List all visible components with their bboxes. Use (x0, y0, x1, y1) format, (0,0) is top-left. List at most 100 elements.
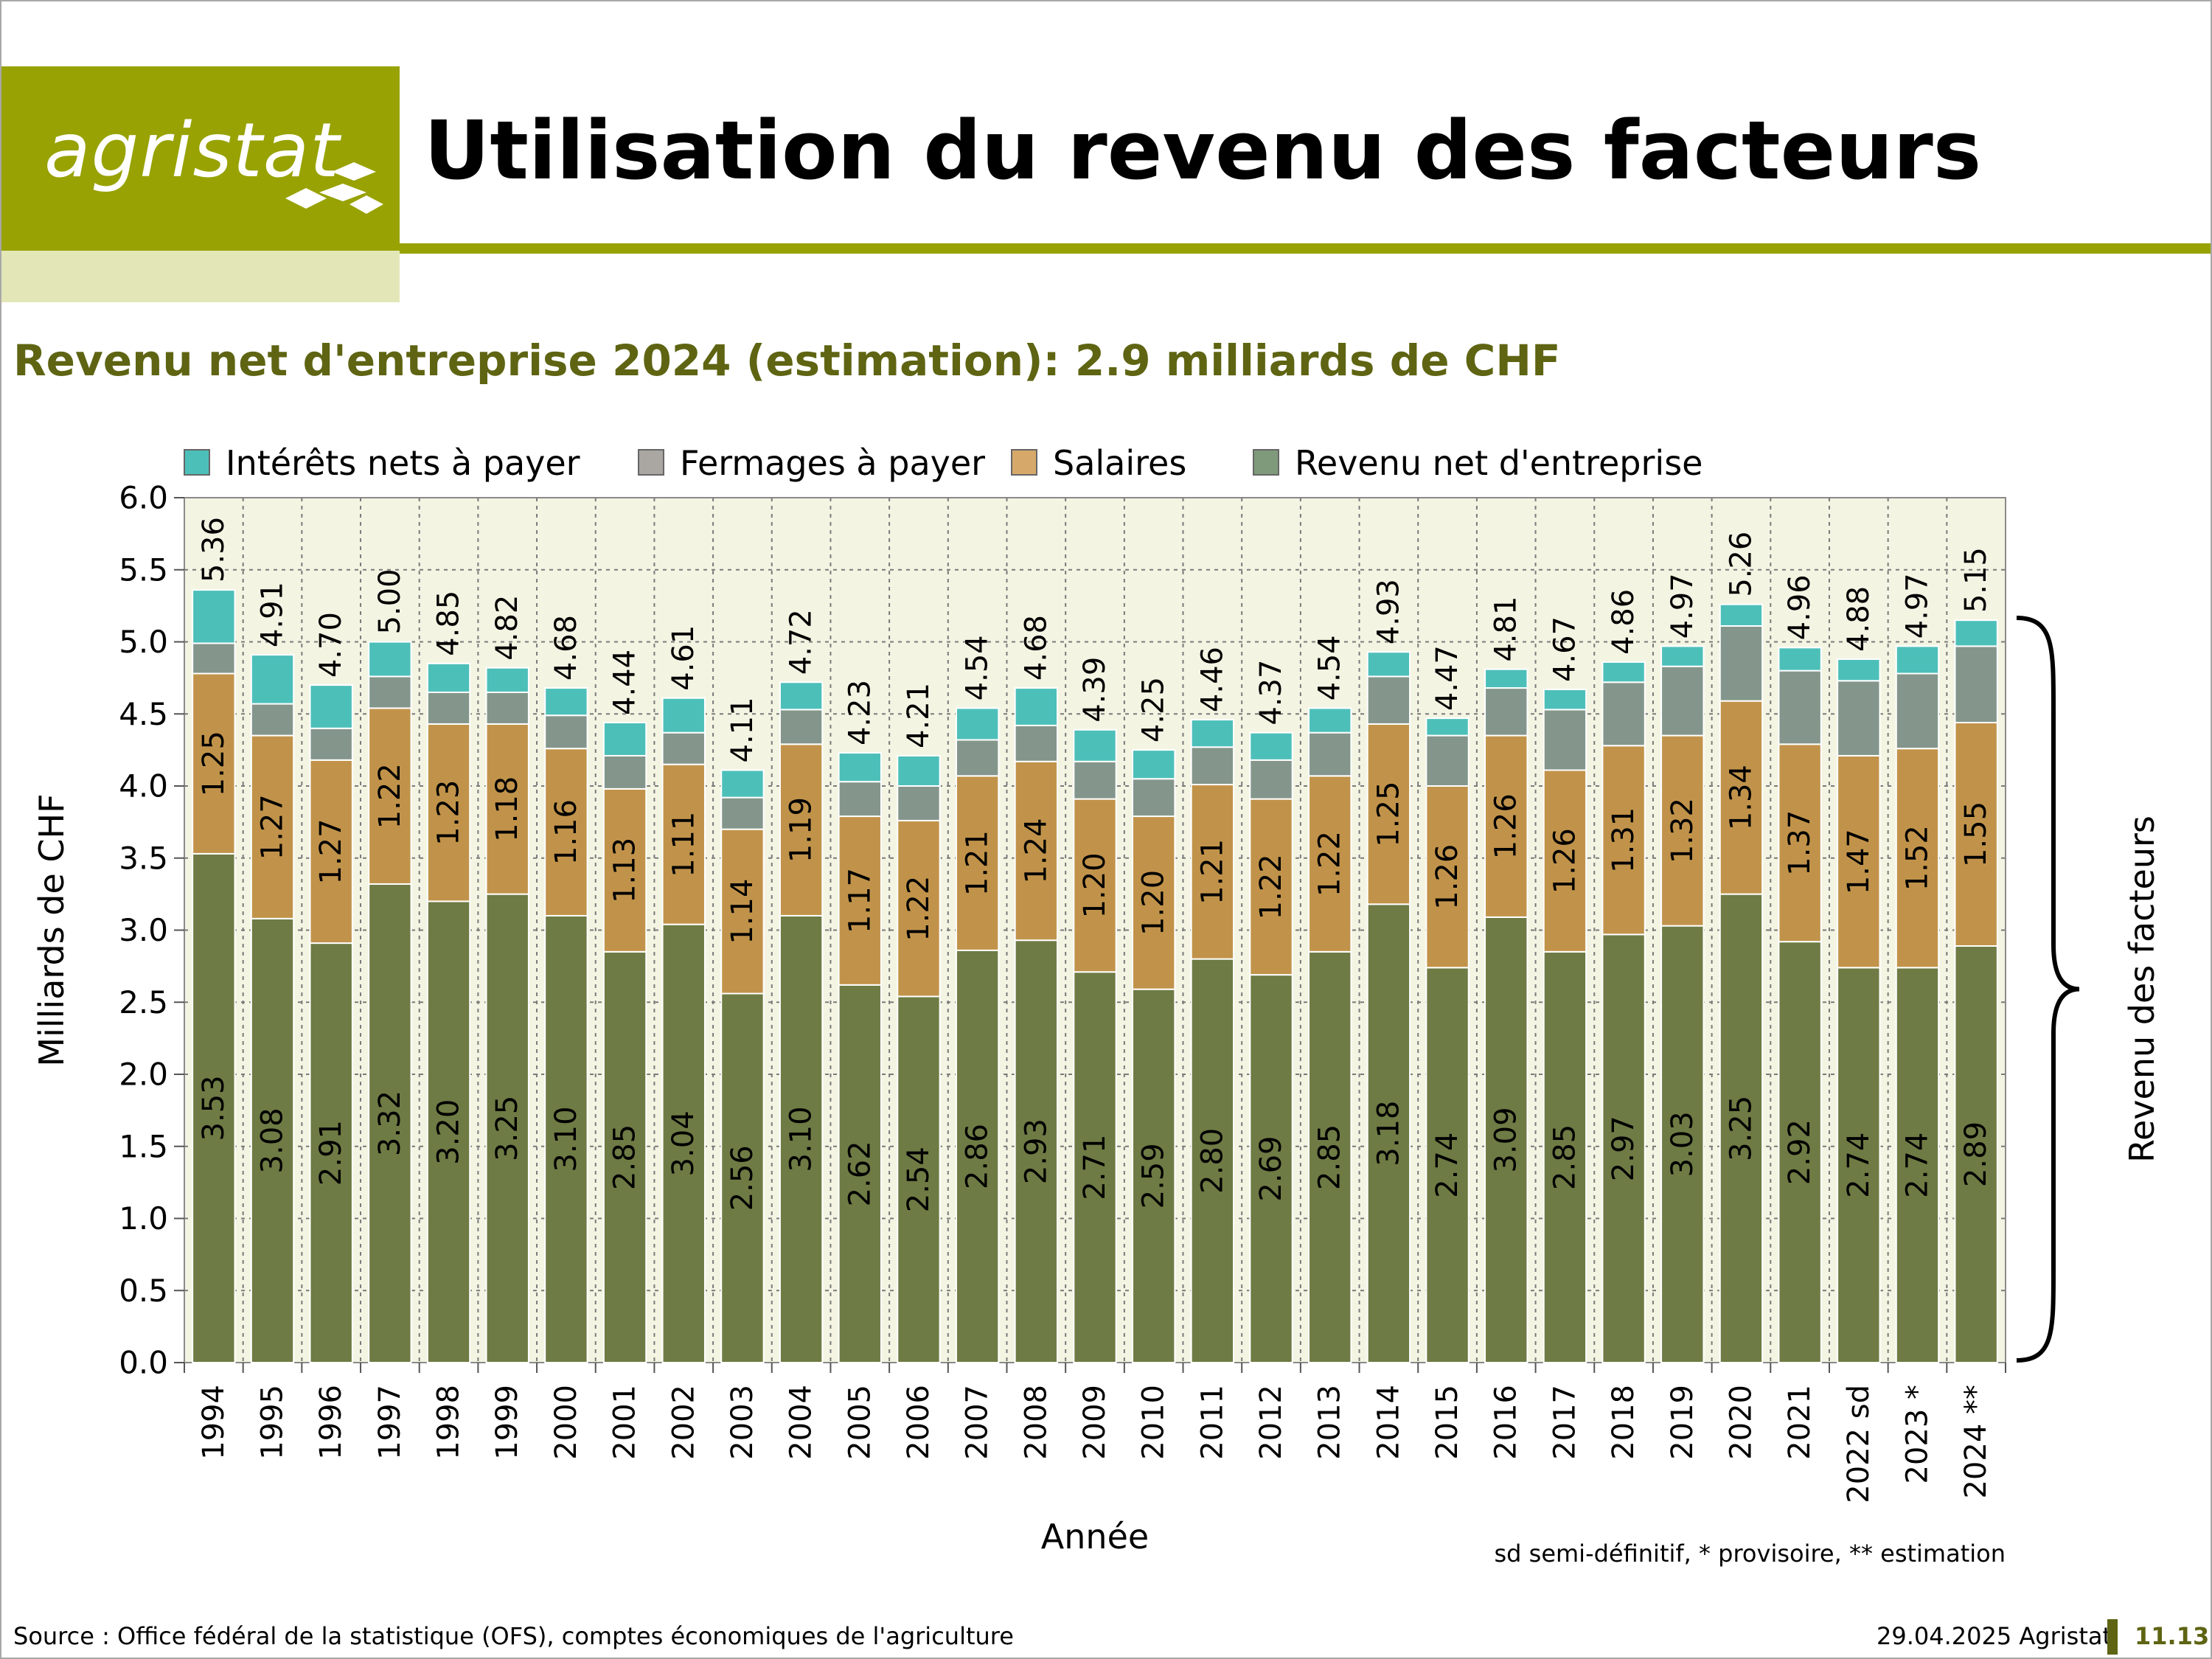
data-label-total: 5.26 (1724, 532, 1758, 597)
bar-segment (485, 893, 529, 1363)
data-label-revenu: 2.85 (1313, 1124, 1347, 1190)
data-label-revenu: 3.09 (1489, 1107, 1523, 1172)
data-label-total: 4.47 (1430, 645, 1464, 711)
bar-segment (485, 691, 529, 725)
bar-segment (1778, 647, 1822, 672)
bar-segment (544, 914, 588, 1363)
bar-segment (368, 883, 412, 1363)
data-label-revenu: 2.93 (1019, 1119, 1053, 1184)
x-tick-label: 2010 (1137, 1385, 1171, 1460)
x-tick-label: 1999 (490, 1385, 524, 1460)
bar-segment (1543, 769, 1587, 953)
y-tick-label: 6.0 (119, 480, 168, 516)
data-label-total: 4.68 (1019, 615, 1053, 681)
bar-segment (485, 723, 529, 895)
y-tick-label: 3.5 (119, 840, 168, 876)
data-label-salaires: 1.22 (373, 763, 407, 829)
data-label-salaires: 1.21 (961, 830, 995, 896)
x-tick-label: 2006 (902, 1385, 936, 1460)
data-label-total: 4.97 (1900, 573, 1934, 639)
x-tick-label: 2020 (1724, 1385, 1758, 1460)
data-label-total: 4.39 (1078, 657, 1112, 723)
legend-swatch (638, 449, 664, 476)
data-label-salaires: 1.11 (667, 812, 700, 877)
bar-segment (602, 950, 647, 1363)
data-label-revenu: 3.18 (1371, 1101, 1405, 1166)
bar-segment (1484, 687, 1528, 737)
bar-segment (1249, 974, 1293, 1363)
y-tick-label: 0.0 (119, 1345, 168, 1381)
bar-segment (955, 739, 1000, 777)
data-label-total: 4.81 (1489, 597, 1523, 662)
data-label-revenu: 2.74 (1900, 1133, 1934, 1198)
data-label-revenu: 3.32 (373, 1091, 407, 1156)
data-label-salaires: 1.22 (1254, 854, 1288, 919)
y-tick-label: 4.0 (119, 768, 168, 804)
data-label-total: 4.93 (1371, 579, 1405, 644)
data-label-salaires: 1.32 (1666, 798, 1700, 863)
x-tick-label: 2011 (1195, 1385, 1229, 1460)
bar-segment (1073, 728, 1117, 762)
bar-segment (1190, 746, 1235, 786)
data-label-total: 4.21 (902, 683, 936, 748)
bar-segment (897, 785, 941, 821)
bar-segment (1543, 950, 1587, 1363)
bar-segment (426, 900, 471, 1363)
bar-segment (1131, 749, 1176, 780)
bar-segment (192, 589, 236, 644)
bar-segment (1190, 719, 1235, 748)
bar-segment (309, 942, 353, 1363)
x-axis-label: Année (1041, 1517, 1149, 1557)
bar-segment (250, 917, 295, 1363)
data-label-revenu: 2.80 (1195, 1128, 1229, 1194)
page-number: 11.13 (2135, 1622, 2210, 1650)
x-tick-label: 2002 (667, 1385, 700, 1460)
bar-segment (1425, 734, 1470, 787)
data-label-revenu: 2.69 (1254, 1136, 1288, 1202)
bar-segment (897, 754, 941, 787)
bar-segment (1366, 675, 1411, 725)
bar-segment (544, 687, 588, 717)
bar-segment (720, 992, 765, 1364)
data-label-salaires: 1.47 (1842, 829, 1876, 894)
bar-segment (1660, 925, 1705, 1363)
data-label-revenu: 2.74 (1430, 1133, 1464, 1198)
bar-segment (1837, 680, 1881, 757)
bar-segment (544, 748, 588, 917)
bar-segment (1308, 950, 1352, 1363)
bar-segment (1778, 669, 1822, 745)
data-label-total: 4.44 (608, 650, 642, 715)
data-label-revenu: 2.85 (608, 1124, 642, 1190)
page-title: Utilisation du revenu des facteurs (424, 103, 1982, 198)
bar-segment (426, 723, 471, 902)
bar-segment (1895, 967, 1940, 1363)
data-label-salaires: 1.26 (1548, 828, 1582, 894)
y-axis-label: Milliards de CHF (32, 793, 72, 1066)
x-tick-label: 2001 (608, 1385, 642, 1460)
bar-segment (368, 707, 412, 885)
bar-segment (309, 684, 353, 729)
logo-box (1, 66, 400, 251)
bar-segment (720, 828, 765, 995)
x-tick-label: 2014 (1371, 1385, 1405, 1460)
footer-source: Source : Office fédéral de la statistiqu… (13, 1622, 1014, 1650)
data-label-total: 4.46 (1195, 647, 1229, 712)
logo-wordmark: agristat (44, 107, 341, 195)
x-tick-label: 2022 sd (1842, 1385, 1876, 1503)
legend-label: Salaires (1053, 443, 1186, 483)
bar-segment (250, 654, 295, 705)
data-label-revenu: 2.85 (1548, 1124, 1582, 1190)
bar-segment (838, 984, 882, 1364)
bar-segment (602, 787, 647, 953)
bar-segment (1778, 941, 1822, 1363)
data-label-revenu: 2.92 (1783, 1119, 1817, 1185)
x-tick-label: 2008 (1019, 1385, 1053, 1460)
y-tick-label: 1.5 (119, 1128, 168, 1164)
y-tick-label: 4.5 (119, 696, 168, 732)
data-label-total: 4.82 (490, 595, 524, 661)
bar-segment (1895, 748, 1940, 969)
data-label-revenu: 3.10 (785, 1106, 818, 1172)
data-label-total: 4.91 (256, 582, 290, 647)
data-label-salaires: 1.24 (1019, 818, 1053, 883)
